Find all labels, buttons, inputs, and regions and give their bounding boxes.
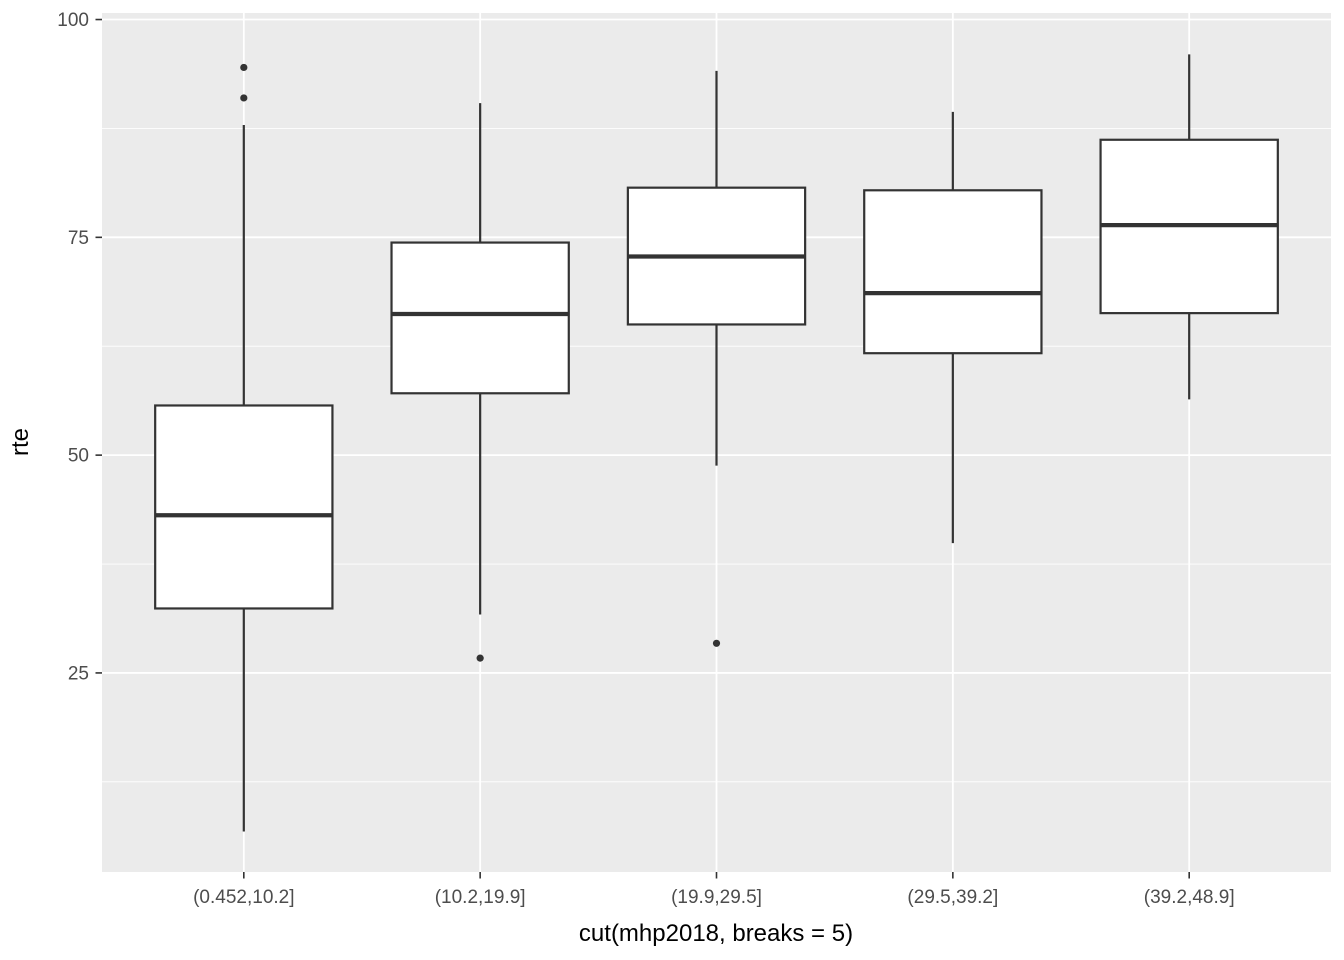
x-tick-label: (39.2,48.9]	[1144, 887, 1235, 908]
boxplot-series	[154, 54, 1279, 832]
boxplot-box	[863, 189, 1043, 355]
outlier-point	[240, 94, 248, 102]
boxplot-group	[863, 111, 1043, 544]
y-tick-label: 100	[57, 10, 89, 31]
outlier-point	[712, 639, 721, 647]
y-tick-label: 75	[68, 228, 89, 249]
y-tick-label: 50	[68, 446, 89, 467]
boxplot-group	[154, 63, 334, 832]
boxplot-group	[390, 103, 570, 662]
x-tick-label: (0.452,10.2]	[193, 887, 294, 908]
y-tick-label: 25	[68, 663, 89, 684]
boxplot-group	[626, 70, 807, 647]
outlier-point	[240, 63, 248, 72]
outlier-point	[476, 654, 484, 662]
boxplot-box	[390, 241, 570, 395]
x-axis-title: cut(mhp2018, breaks = 5)	[579, 920, 853, 947]
x-tick-label: (19.9,29.5]	[671, 887, 762, 908]
axis-tick-marks	[95, 18, 1190, 879]
y-axis-title: rte	[7, 428, 34, 456]
axis-tick-labels: 25 50 75 100 (0.452,10.2] (10.2,19.9] (19.9,29…	[57, 10, 1234, 908]
boxplot-group	[1099, 54, 1279, 400]
x-tick-label: (29.5,39.2]	[907, 887, 998, 908]
boxplot-box	[154, 404, 334, 610]
x-tick-label: (10.2,19.9]	[435, 887, 526, 908]
